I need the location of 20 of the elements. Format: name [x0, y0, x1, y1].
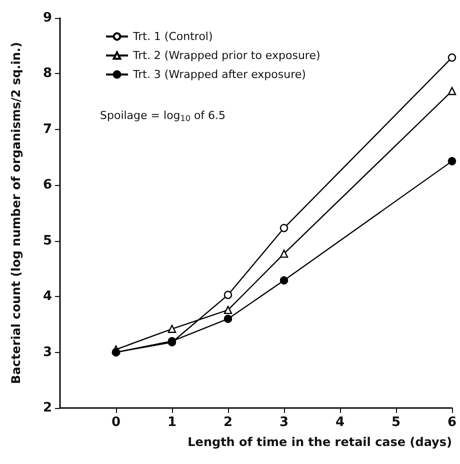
y-tick-label: 3 — [42, 344, 52, 360]
legend-label: Trt. 1 (Control) — [132, 30, 213, 43]
y-tick-label: 8 — [42, 66, 52, 82]
legend-label: Trt. 3 (Wrapped after exposure) — [132, 68, 306, 81]
x-tick-label: 4 — [335, 415, 345, 430]
legend-label: Trt. 2 (Wrapped prior to exposure) — [132, 49, 320, 62]
x-tick-label: 2 — [223, 415, 233, 430]
y-axis-title: Bacterial count (log number of organisms/2 sq.in.) — [9, 42, 23, 384]
y-tick-label: 6 — [42, 178, 52, 193]
y-tick-label: 5 — [42, 233, 52, 248]
x-tick-label: 5 — [391, 415, 401, 430]
x-tick-label: 3 — [279, 415, 289, 430]
x-tick-label: 1 — [167, 415, 177, 430]
x-axis-title: Length of time in the retail case (days) — [188, 435, 452, 449]
x-tick-label: 6 — [447, 415, 457, 430]
y-tick-label: 2 — [42, 400, 52, 416]
x-tick-label: 0 — [111, 415, 121, 430]
y-tick-label: 7 — [42, 122, 52, 137]
y-tick-label: 9 — [42, 10, 52, 26]
y-tick-label: 4 — [42, 289, 52, 304]
